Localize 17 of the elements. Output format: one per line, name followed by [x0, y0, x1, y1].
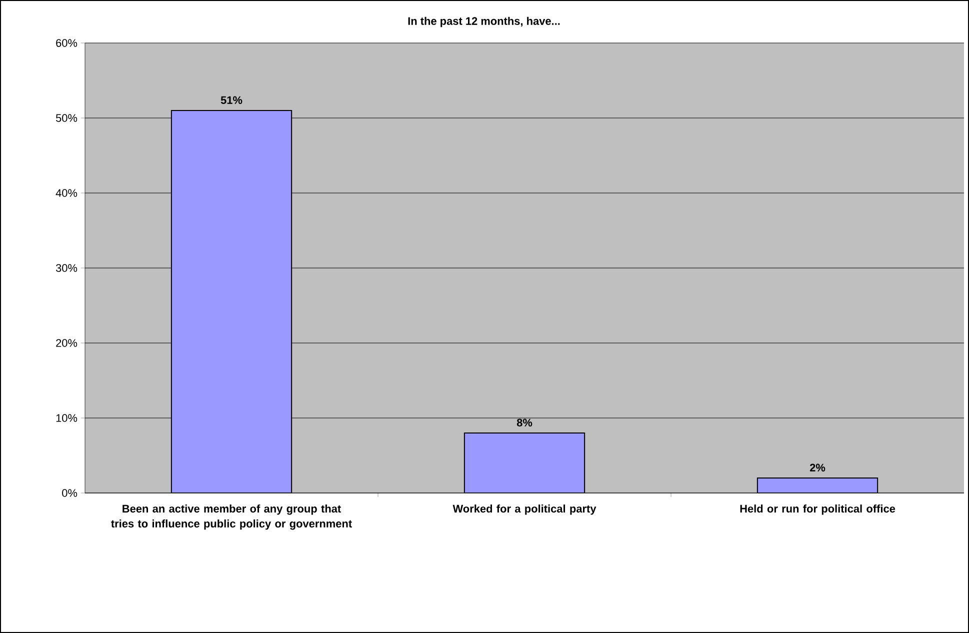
chart-title: In the past 12 months, have... [408, 16, 560, 28]
y-tick-label: 0% [62, 489, 78, 497]
bar [464, 432, 586, 493]
data-label: 51% [220, 96, 242, 104]
x-tick-label: Held or run for political office [740, 504, 896, 515]
data-label: 2% [810, 464, 826, 472]
x-tick-label: Worked for a political party [452, 504, 596, 515]
y-tick-label: 10% [56, 414, 78, 422]
y-tick-label: 60% [56, 39, 78, 47]
x-tick-label: Been an active member of any group that tries to influence public policy or government [111, 504, 352, 530]
y-tick-label: 50% [56, 114, 78, 122]
y-tick-label: 30% [56, 264, 78, 272]
y-tick-label: 20% [56, 339, 78, 347]
bar [756, 477, 878, 493]
y-tick-label: 40% [56, 189, 78, 197]
bar [170, 110, 292, 493]
data-label: 8% [516, 418, 532, 426]
